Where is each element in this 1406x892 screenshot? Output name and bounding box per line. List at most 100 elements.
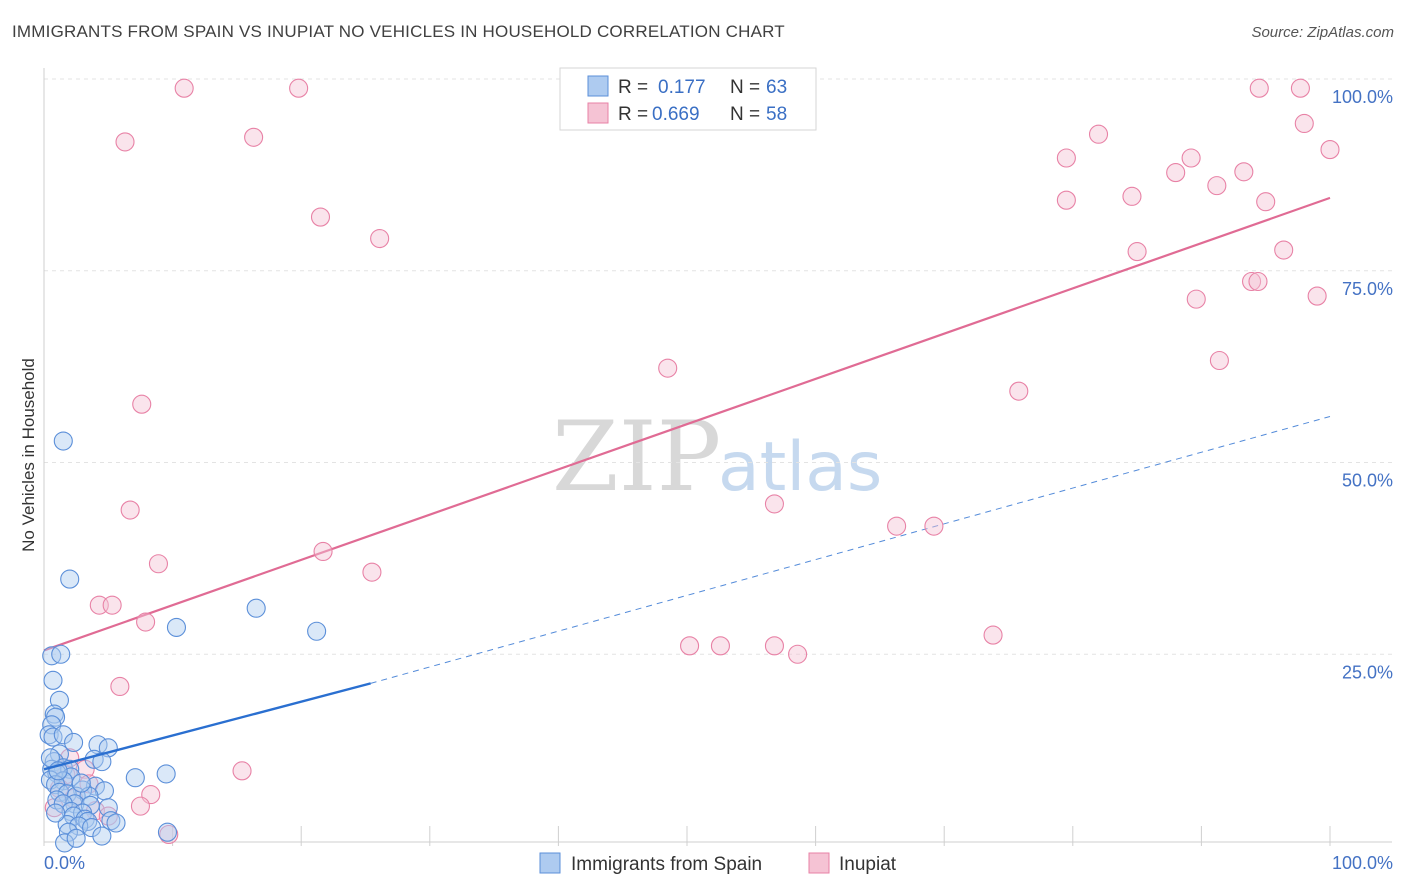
point-inupiat [658,358,678,378]
point-inupiat [148,554,169,574]
point-spain [92,826,112,846]
trend-line-spain [43,682,371,771]
point-inupiat [120,500,140,520]
point-spain [166,617,187,637]
point-spain [53,431,73,451]
point-inupiat [680,636,700,656]
point-spain [46,803,66,823]
x-tick-marks [43,826,1331,846]
point-spain [64,732,84,753]
point-spain [71,773,91,793]
point-spain [106,813,126,833]
point-spain [66,828,86,848]
bottom-legend: Immigrants from Spain Inupiat [539,852,897,875]
point-inupiat [1307,286,1327,306]
point-inupiat [1181,148,1201,168]
point-inupiat [136,612,156,632]
point-spain [101,811,121,831]
point-inupiat [924,516,944,536]
point-spain [55,833,75,853]
point-inupiat [130,796,150,816]
source-credit: Source: ZipAtlas.com [1251,24,1394,41]
point-inupiat [244,127,264,147]
legend-r-label-inupiat: R = [618,104,648,125]
legend-box: R = 0.177 N = 63 R = 0.669 N = 58 [559,67,817,131]
point-inupiat [1290,78,1310,98]
point-inupiat [1274,240,1294,260]
trend-line-spain-extrapolated [370,415,1331,684]
legend-n-label-inupiat: N = [730,104,760,125]
point-inupiat [887,516,907,536]
point-inupiat [1122,186,1142,206]
point-inupiat [1056,148,1076,168]
legend-r-value-inupiat: 0.669 [652,104,700,125]
legend-r-value-spain: 0.177 [658,77,706,98]
point-inupiat [370,228,390,249]
point-inupiat [710,636,730,656]
point-spain [85,776,105,796]
point-spain [125,768,145,788]
watermark-atlas: atlas [718,428,882,507]
point-inupiat [115,132,135,152]
point-inupiat [764,494,784,514]
point-inupiat [764,636,784,656]
point-inupiat [232,761,252,781]
y-tick-label: 50.0% [1342,471,1393,491]
point-inupiat [289,78,309,98]
bottom-legend-swatch-inupiat [808,852,830,874]
points-layer [39,78,1340,853]
y-tick-label: 75.0% [1342,279,1393,299]
point-inupiat [313,541,333,562]
legend-swatch-inupiat [587,102,609,124]
chart-title: IMMIGRANTS FROM SPAIN VS INUPIAT NO VEHI… [12,22,785,41]
point-spain [58,822,78,842]
point-spain [246,598,266,618]
point-inupiat [1248,271,1268,292]
point-spain [60,569,80,589]
trend-layer [43,196,1331,684]
point-spain [43,670,63,690]
trend-line-inupiat [43,196,1331,652]
point-spain [156,764,176,784]
point-spain [307,621,327,641]
y-axis-label: No Vehicles in Household [19,358,38,552]
bottom-legend-label-inupiat: Inupiat [839,854,897,875]
point-inupiat [1234,162,1254,182]
bottom-legend-label-spain: Immigrants from Spain [571,854,762,875]
y-tick-labels: 25.0% 50.0% 75.0% 100.0% [1332,87,1393,682]
point-inupiat [1127,242,1147,262]
point-spain [157,822,178,842]
point-inupiat [310,207,331,227]
legend-n-value-inupiat: 58 [766,104,787,125]
bottom-legend-swatch-spain [539,852,561,874]
point-inupiat [102,595,122,615]
point-inupiat [1320,140,1340,160]
point-inupiat [1209,350,1229,371]
point-inupiat [1294,113,1314,134]
point-inupiat [110,676,130,697]
legend-r-label-spain: R = [618,77,648,98]
point-inupiat [174,78,194,98]
point-spain [53,725,73,745]
point-spain [92,752,112,772]
point-inupiat [983,625,1003,645]
point-inupiat [1207,176,1227,196]
point-inupiat [1249,78,1269,98]
point-inupiat [1056,190,1076,210]
point-inupiat [362,562,382,582]
point-spain [51,644,71,664]
point-inupiat [132,394,152,414]
point-inupiat [1186,289,1206,309]
point-inupiat [1256,192,1276,212]
point-inupiat [788,644,808,664]
y-tick-label: 100.0% [1332,87,1393,107]
x-tick-label-max: 100.0% [1332,853,1393,873]
point-inupiat [1009,381,1029,401]
legend-swatch-spain [587,75,609,97]
watermark-zip: ZIP [552,401,721,513]
legend-n-label-spain: N = [730,77,760,98]
x-tick-label-min: 0.0% [44,853,85,873]
y-tick-label: 25.0% [1342,662,1393,682]
legend-n-value-spain: 63 [766,77,787,98]
